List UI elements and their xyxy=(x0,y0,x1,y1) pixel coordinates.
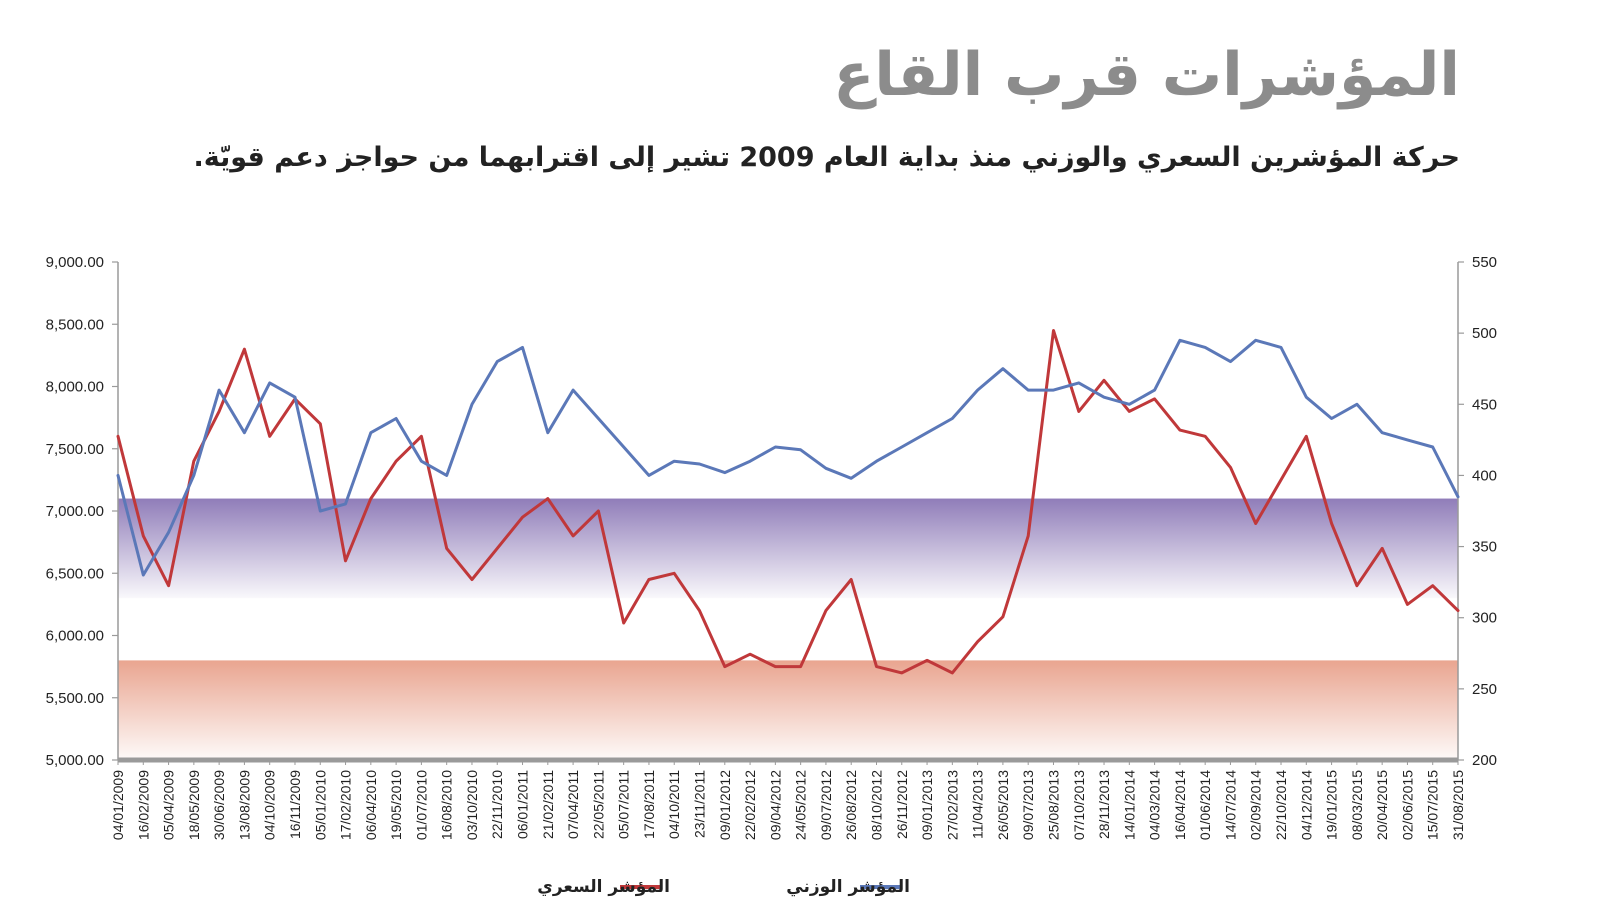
x-tick-label: 28/11/2013 xyxy=(1096,770,1112,839)
x-tick-label: 27/02/2013 xyxy=(944,770,960,840)
x-tick-label: 13/08/2009 xyxy=(236,770,252,840)
left-tick-label: 7,500.00 xyxy=(46,441,104,458)
x-tick-label: 26/08/2012 xyxy=(843,770,859,840)
x-tick-label: 19/01/2015 xyxy=(1324,770,1340,840)
x-tick-label: 16/08/2010 xyxy=(439,770,455,840)
x-tick-label: 15/07/2015 xyxy=(1425,770,1441,840)
support-band-0 xyxy=(118,660,1458,760)
right-tick-label: 400 xyxy=(1472,467,1497,484)
legend-label-0: المؤشر السعري xyxy=(537,877,670,897)
x-tick-label: 06/01/2011 xyxy=(515,770,531,839)
x-tick-label: 22/02/2012 xyxy=(742,770,758,840)
x-tick-label: 08/10/2012 xyxy=(868,770,884,840)
axes: 5,000.00 5,500.00 6,000.00 6,500.00 7,000.00… xyxy=(46,254,1497,769)
right-tick-label: 450 xyxy=(1472,396,1497,413)
left-tick-label: 8,500.00 xyxy=(46,316,104,333)
x-tick-label: 07/10/2013 xyxy=(1071,770,1087,840)
x-tick-label: 16/02/2009 xyxy=(135,770,151,840)
support-bands xyxy=(118,498,1458,760)
support-band-1 xyxy=(118,498,1458,599)
right-tick-label: 500 xyxy=(1472,325,1497,342)
right-tick-label: 200 xyxy=(1472,752,1497,769)
x-tick-label: 11/04/2013 xyxy=(970,770,986,839)
left-tick-label: 6,000.00 xyxy=(46,628,104,645)
x-tick-label: 05/07/2011 xyxy=(616,770,632,839)
x-axis-ticks: 04/01/2009 16/02/2009 05/04/2009 18/05/2009… xyxy=(110,760,1466,840)
x-tick-label: 24/05/2012 xyxy=(793,770,809,840)
x-tick-label: 18/05/2009 xyxy=(186,770,202,840)
x-tick-label: 14/01/2014 xyxy=(1121,770,1137,840)
x-tick-label: 09/07/2012 xyxy=(818,770,834,840)
x-tick-label: 09/04/2012 xyxy=(767,770,783,840)
x-tick-label: 17/02/2010 xyxy=(338,770,354,840)
x-tick-label: 23/11/2011 xyxy=(692,770,708,838)
legend: المؤشر الوزني المؤشر السعري xyxy=(537,877,910,897)
x-tick-label: 09/01/2013 xyxy=(919,770,935,840)
page-title: المؤشرات قرب القاع xyxy=(833,40,1460,110)
series-lines xyxy=(116,329,1460,675)
x-tick-label: 21/02/2011 xyxy=(540,770,556,839)
x-tick-label: 01/06/2014 xyxy=(1197,770,1213,840)
x-tick-label: 08/03/2015 xyxy=(1349,770,1365,840)
right-tick-label: 550 xyxy=(1472,254,1497,271)
left-tick-label: 5,000.00 xyxy=(46,752,104,769)
x-tick-label: 09/01/2012 xyxy=(717,770,733,840)
x-tick-label: 01/07/2010 xyxy=(413,770,429,840)
x-tick-label: 31/08/2015 xyxy=(1450,770,1466,840)
x-tick-label: 25/08/2013 xyxy=(1045,770,1061,840)
x-tick-label: 04/03/2014 xyxy=(1147,770,1163,840)
x-tick-label: 03/10/2010 xyxy=(464,770,480,840)
left-tick-label: 6,500.00 xyxy=(46,565,104,582)
series-line-0 xyxy=(116,329,1460,675)
x-tick-label: 09/07/2013 xyxy=(1020,770,1036,840)
x-tick-label: 22/11/2010 xyxy=(489,770,505,839)
x-tick-label: 02/09/2014 xyxy=(1248,770,1264,840)
x-tick-label: 07/04/2011 xyxy=(565,770,581,839)
x-tick-label: 04/10/2009 xyxy=(262,770,278,840)
left-tick-label: 5,500.00 xyxy=(46,690,104,707)
page-subtitle: حركة المؤشرين السعري والوزني منذ بداية ا… xyxy=(193,142,1460,173)
x-tick-label: 16/11/2009 xyxy=(287,770,303,839)
x-tick-label: 05/04/2009 xyxy=(161,770,177,840)
left-tick-label: 8,000.00 xyxy=(46,379,104,396)
x-tick-label: 30/06/2009 xyxy=(211,770,227,840)
left-tick-label: 9,000.00 xyxy=(46,254,104,271)
legend-label-1: المؤشر الوزني xyxy=(786,877,910,897)
x-tick-label: 22/10/2014 xyxy=(1273,770,1289,840)
x-tick-label: 04/12/2014 xyxy=(1298,770,1314,840)
left-tick-label: 7,000.00 xyxy=(46,503,104,520)
x-tick-label: 19/05/2010 xyxy=(388,770,404,840)
x-tick-label: 02/06/2015 xyxy=(1399,770,1415,840)
x-tick-label: 14/07/2014 xyxy=(1222,770,1238,840)
right-tick-label: 250 xyxy=(1472,681,1497,698)
x-tick-label: 04/10/2011 xyxy=(666,770,682,839)
x-tick-label: 17/08/2011 xyxy=(641,770,657,839)
x-tick-label: 20/04/2015 xyxy=(1374,770,1390,840)
x-tick-label: 06/04/2010 xyxy=(363,770,379,840)
x-tick-label: 26/05/2013 xyxy=(995,770,1011,840)
x-tick-label: 26/11/2012 xyxy=(894,770,910,839)
series-line-1 xyxy=(116,338,1460,577)
right-tick-label: 350 xyxy=(1472,539,1497,556)
x-tick-label: 04/01/2009 xyxy=(110,770,126,840)
right-tick-label: 300 xyxy=(1472,610,1497,627)
x-tick-label: 22/05/2011 xyxy=(590,770,606,839)
x-tick-label: 05/01/2010 xyxy=(312,770,328,840)
x-tick-label: 16/04/2014 xyxy=(1172,770,1188,840)
